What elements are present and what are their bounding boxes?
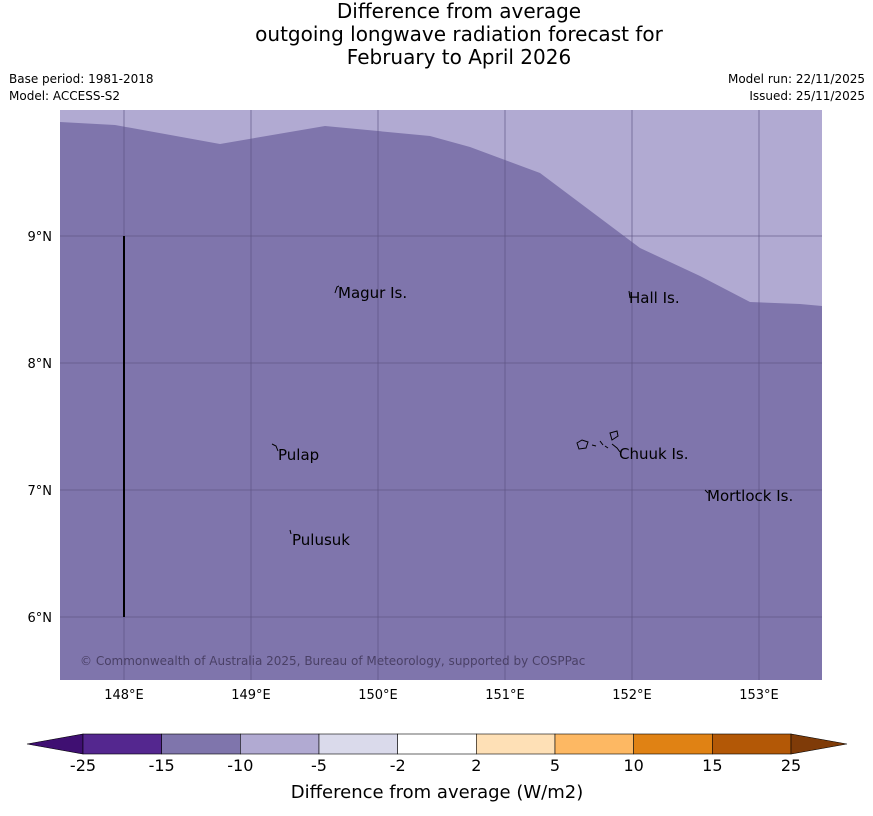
meta-left: Base period: 1981-2018 Model: ACCESS-S2	[9, 71, 154, 105]
title-line-3: February to April 2026	[346, 45, 572, 69]
lat-label-7n: 7°N	[28, 484, 53, 499]
chuuk-lagoon-shape	[576, 430, 621, 453]
chart-title: Difference from average outgoing longwav…	[0, 0, 873, 69]
colorbar-segment	[397, 733, 477, 755]
model-run-text: Model run: 22/11/2025	[727, 72, 865, 86]
island-outlines	[271, 285, 709, 535]
magur-island-shape	[334, 285, 340, 294]
lon-label-148e: 148°E	[104, 688, 144, 700]
place-label-mortlock: Mortlock Is.	[707, 487, 793, 505]
colorbar-tick-label: -15	[149, 756, 175, 775]
title-line-2: outgoing longwave radiation forecast for	[255, 22, 663, 46]
colorbar-tick-label: -5	[311, 756, 327, 775]
colorbar-tick-label: -25	[70, 756, 96, 775]
lon-label-149e: 149°E	[231, 688, 271, 700]
lon-label-153e: 153°E	[739, 688, 779, 700]
lon-axis-labels: 148°E 149°E 150°E 151°E 152°E 153°E	[104, 688, 779, 700]
model-text: Model: ACCESS-S2	[9, 89, 121, 103]
colorbar-segment	[712, 733, 792, 755]
colorbar-segment	[476, 733, 556, 755]
gridlines	[60, 110, 822, 680]
place-label-chuuk: Chuuk Is.	[619, 445, 688, 463]
lat-label-6n: 6°N	[28, 611, 53, 626]
map-main-region	[60, 122, 822, 680]
colorbar-segment	[161, 733, 241, 755]
lat-axis-labels: 9°N 8°N 7°N 6°N	[28, 230, 53, 626]
colorbar-segment	[82, 733, 162, 755]
colorbar-segment	[318, 733, 398, 755]
lat-label-8n: 8°N	[28, 357, 53, 372]
base-period-text: Base period: 1981-2018	[9, 72, 154, 86]
place-labels: Magur Is. Hall Is. Pulap Chuuk Is. Mortl…	[278, 284, 793, 549]
place-label-pulusuk: Pulusuk	[292, 531, 350, 549]
title-line-1: Difference from average	[336, 0, 582, 23]
colorbar-segments	[26, 733, 848, 755]
place-label-hall: Hall Is.	[629, 289, 680, 307]
colorbar-extend-high	[790, 733, 848, 755]
colorbar-tick-label: 2	[471, 756, 481, 775]
colorbar-tick-label: -10	[227, 756, 253, 775]
lat-label-9n: 9°N	[28, 230, 53, 245]
place-label-pulap: Pulap	[278, 446, 319, 464]
lon-label-150e: 150°E	[358, 688, 398, 700]
copyright-notice: © Commonwealth of Australia 2025, Bureau…	[80, 654, 585, 668]
lon-label-152e: 152°E	[612, 688, 652, 700]
mortlock-island-shape	[704, 489, 709, 494]
colorbar-tick-label: 15	[702, 756, 722, 775]
lon-label-151e: 151°E	[485, 688, 525, 700]
meta-right: Model run: 22/11/2025 Issued: 25/11/2025	[728, 71, 865, 105]
colorbar-segment	[240, 733, 320, 755]
colorbar-tick-label: 25	[781, 756, 801, 775]
hall-island-shape	[628, 290, 631, 299]
colorbar-extend-low	[26, 733, 84, 755]
colorbar-tick-label: 10	[623, 756, 643, 775]
colorbar-segment	[633, 733, 713, 755]
pulusuk-island-shape	[289, 529, 292, 535]
colorbar-title: Difference from average (W/m2)	[291, 782, 583, 803]
colorbar-tick-label: -2	[390, 756, 406, 775]
colorbar-ticks: -25 -15 -10 -5 -2 2 5 10 15 25	[70, 756, 801, 775]
colorbar-segment	[554, 733, 634, 755]
colorbar-tick-label: 5	[550, 756, 560, 775]
pulap-island-shape	[271, 443, 279, 452]
place-label-magur: Magur Is.	[338, 284, 407, 302]
issued-text: Issued: 25/11/2025	[749, 89, 865, 103]
map: 9°N 8°N 7°N 6°N 148°E 149°E 150°E 151°E …	[28, 110, 822, 700]
